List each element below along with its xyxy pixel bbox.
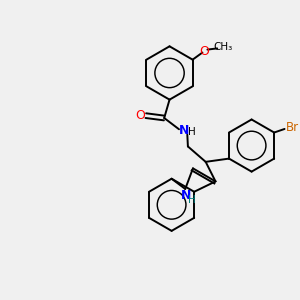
- Text: O: O: [136, 109, 146, 122]
- Text: CH₃: CH₃: [213, 42, 232, 52]
- Text: N: N: [179, 124, 190, 137]
- Text: N: N: [181, 189, 191, 202]
- Text: H: H: [188, 127, 196, 136]
- Text: H: H: [188, 195, 196, 205]
- Text: Br: Br: [286, 121, 299, 134]
- Text: O: O: [199, 45, 209, 58]
